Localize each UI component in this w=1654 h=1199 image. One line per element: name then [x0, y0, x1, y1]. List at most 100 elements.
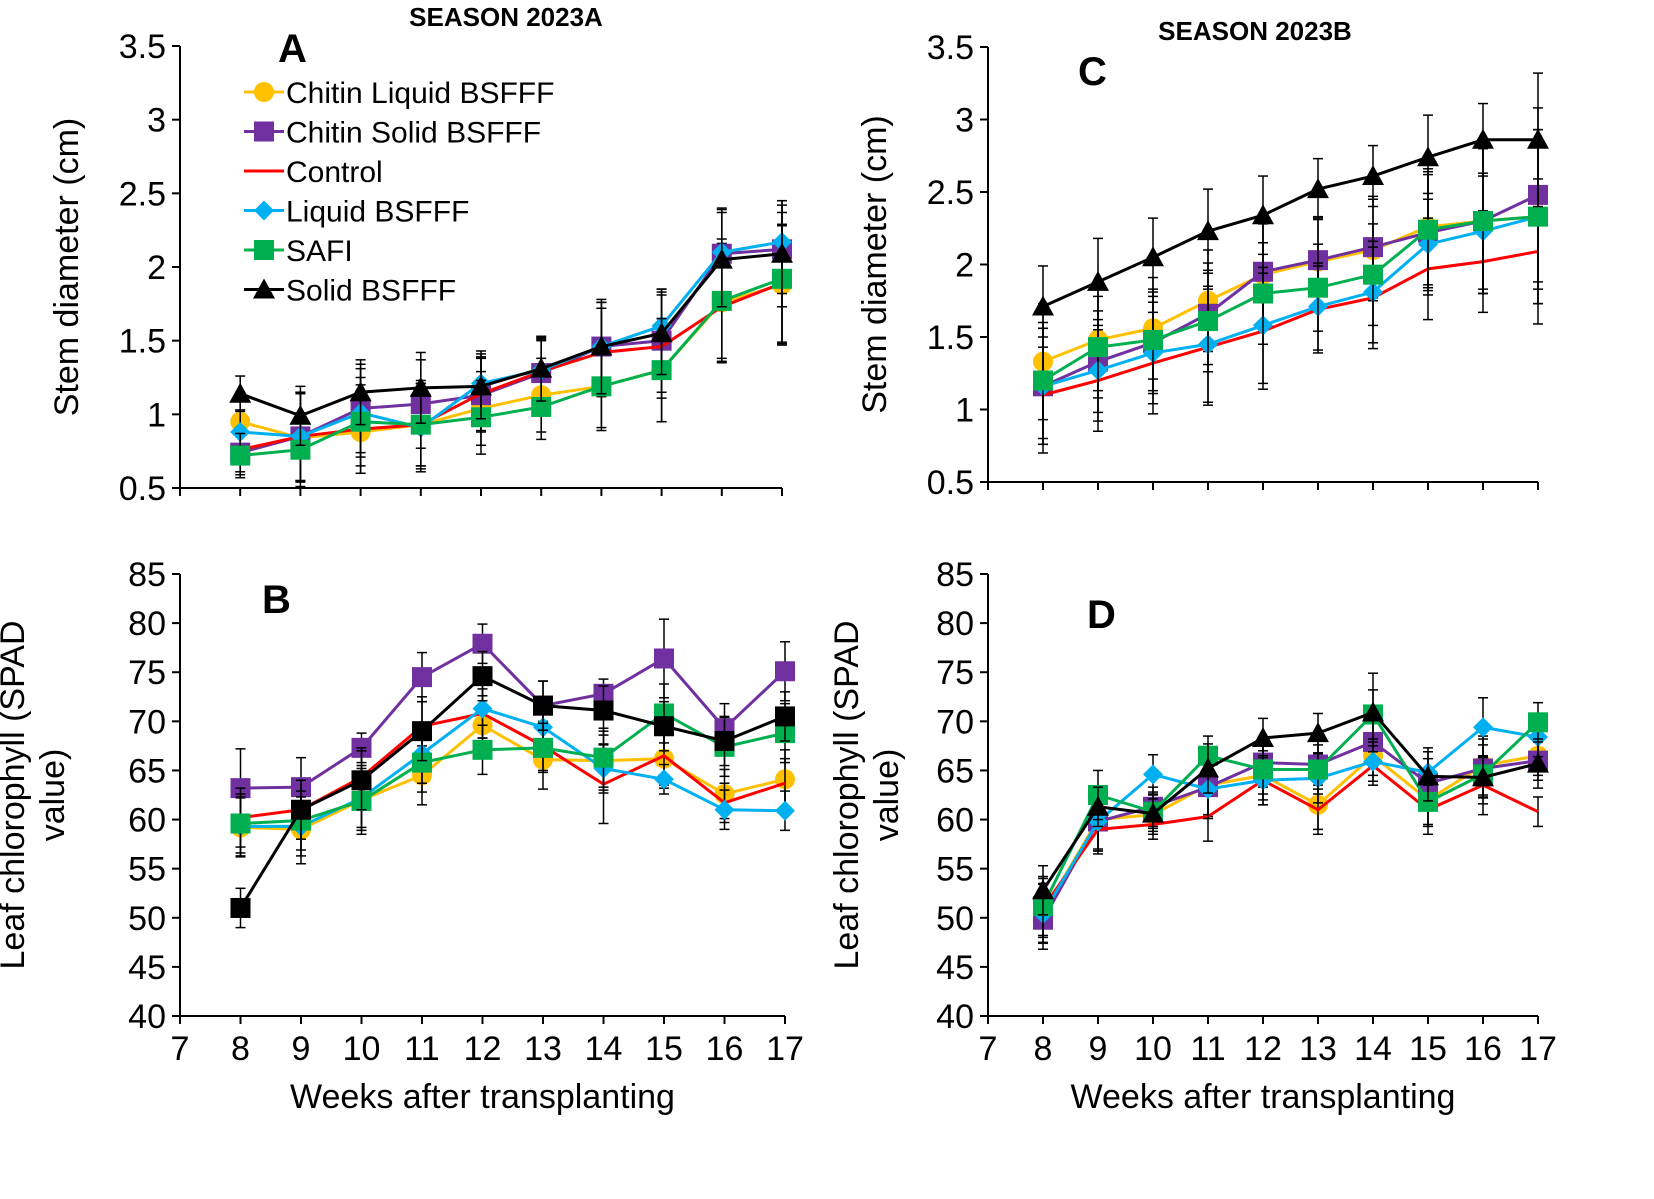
- y-tick-label: 0.5: [119, 470, 166, 508]
- data-point: [1143, 764, 1163, 785]
- y-tick-label: 60: [128, 802, 166, 840]
- x-tick-label: 17: [1519, 1030, 1557, 1068]
- data-point: [1418, 791, 1438, 812]
- x-tick-label: 7: [171, 1030, 190, 1068]
- x-tick-label: 11: [1190, 1030, 1225, 1068]
- series-line: [1041, 753, 1539, 914]
- x-tick-label: 11: [404, 1030, 439, 1068]
- data-point: [1198, 311, 1218, 332]
- y-tick-label: 40: [128, 998, 166, 1036]
- series-chitin-liquid-bsfff: [1033, 735, 1548, 944]
- legend-entry: Chitin Solid BSFFF: [244, 117, 541, 150]
- y-tick-label: 80: [936, 605, 974, 643]
- y-axis-title-line-1: Leaf chlorophyll (SPAD: [828, 621, 866, 970]
- y-tick-label: 65: [128, 752, 166, 790]
- panel-b: B 40 45 50 55 60 65 70 75 80 85 7 8 9 10 11 12 13 14 15 16 17…: [0, 556, 804, 1116]
- data-point: [1142, 246, 1164, 267]
- data-point: [1472, 766, 1494, 787]
- x-axis-title: Weeks after transplanting: [290, 1078, 675, 1116]
- data-point: [654, 769, 674, 790]
- y-tick-label: 75: [936, 654, 974, 692]
- y-tick-label: 1: [147, 396, 166, 434]
- data-point: [590, 335, 613, 356]
- legend-swatch-marker: [254, 121, 274, 142]
- data-point: [1472, 128, 1494, 149]
- data-point: [530, 357, 553, 378]
- data-point: [1473, 717, 1493, 738]
- data-point: [349, 381, 372, 402]
- data-point: [412, 752, 432, 773]
- y-tick-label: 45: [936, 949, 974, 987]
- series-chitin-solid-bsfff: [230, 618, 795, 829]
- data-point: [650, 322, 673, 343]
- legend-entry: Control: [244, 156, 383, 189]
- y-axis-title: Stem diameter (cm): [48, 118, 86, 417]
- y-axis-title: Leaf chlorophyll (SPADvalue): [0, 621, 72, 970]
- series-line: [240, 711, 786, 825]
- season-title: SEASON 2023A: [409, 2, 603, 32]
- data-point: [1308, 277, 1328, 298]
- x-tick-label: 17: [766, 1030, 804, 1068]
- y-tick-label: 2.5: [927, 174, 974, 212]
- y-tick-label: 85: [936, 556, 974, 594]
- x-tick-label: 14: [1354, 1030, 1392, 1068]
- series-safi: [1033, 128, 1548, 440]
- data-point: [1253, 283, 1273, 304]
- data-point: [531, 396, 552, 417]
- data-point: [1418, 219, 1438, 240]
- series-line: [240, 723, 786, 831]
- data-point: [1252, 727, 1274, 748]
- panel-d: D 40 45 50 55 60 65 70 75 80 85 7 8 9 10 11 12 13 14 15 16 17…: [828, 556, 1557, 1116]
- y-tick-label: 60: [936, 802, 974, 840]
- data-point: [229, 382, 252, 403]
- data-point: [1197, 757, 1219, 778]
- data-point: [1032, 295, 1054, 316]
- series-solid-bsfff: [1032, 672, 1549, 916]
- x-tick-label: 9: [292, 1030, 311, 1068]
- data-point: [1527, 128, 1549, 149]
- data-point: [351, 770, 372, 791]
- data-point: [1307, 722, 1329, 743]
- y-tick-label: 45: [128, 949, 166, 987]
- data-point: [230, 422, 251, 443]
- legend-label: Control: [286, 156, 383, 189]
- x-tick-label: 8: [1034, 1030, 1053, 1068]
- series-liquid-bsfff: [230, 678, 795, 857]
- series-chitin-liquid-bsfff: [230, 695, 795, 865]
- data-point: [472, 698, 493, 719]
- y-tick-label: 2.5: [119, 175, 166, 213]
- y-tick-label: 2: [147, 249, 166, 287]
- panel-label: C: [1078, 50, 1107, 94]
- series-safi: [230, 683, 795, 854]
- series-line: [1041, 763, 1539, 909]
- y-tick-label: 70: [936, 703, 974, 741]
- x-tick-label: 15: [645, 1030, 683, 1068]
- data-point: [775, 661, 795, 682]
- series-solid-bsfff: [230, 650, 795, 929]
- legend-swatch-marker: [254, 240, 274, 260]
- legend: Chitin Liquid BSFFF Chitin Solid BSFFF Con…: [244, 77, 554, 308]
- data-point: [1308, 759, 1328, 780]
- y-tick-label: 80: [128, 605, 166, 643]
- data-point: [1143, 329, 1163, 350]
- legend-swatch-marker: [254, 82, 274, 102]
- x-axis-title: Weeks after transplanting: [1071, 1078, 1456, 1116]
- series-line: [1042, 215, 1539, 382]
- series-line: [1041, 710, 1539, 892]
- data-point: [1528, 206, 1548, 227]
- series-line: [1042, 215, 1539, 388]
- legend-label: Chitin Solid BSFFF: [286, 117, 541, 150]
- x-tick-label: 12: [1244, 1030, 1282, 1068]
- panel-label: B: [262, 578, 291, 622]
- data-point: [1527, 752, 1549, 773]
- season-title: SEASON 2023B: [1158, 16, 1352, 46]
- data-point: [409, 376, 432, 397]
- data-point: [472, 666, 493, 687]
- y-tick-label: 1.5: [119, 323, 166, 361]
- x-tick-label: 7: [979, 1030, 998, 1068]
- series-line: [1042, 249, 1539, 397]
- legend-swatch-marker: [254, 200, 274, 221]
- y-tick-label: 3: [147, 102, 166, 140]
- data-point: [1362, 165, 1384, 186]
- panel-a: SEASON 2023A A 0.5 1 1.5 2 2.5 3 3.5 Stem diamete…: [48, 2, 793, 508]
